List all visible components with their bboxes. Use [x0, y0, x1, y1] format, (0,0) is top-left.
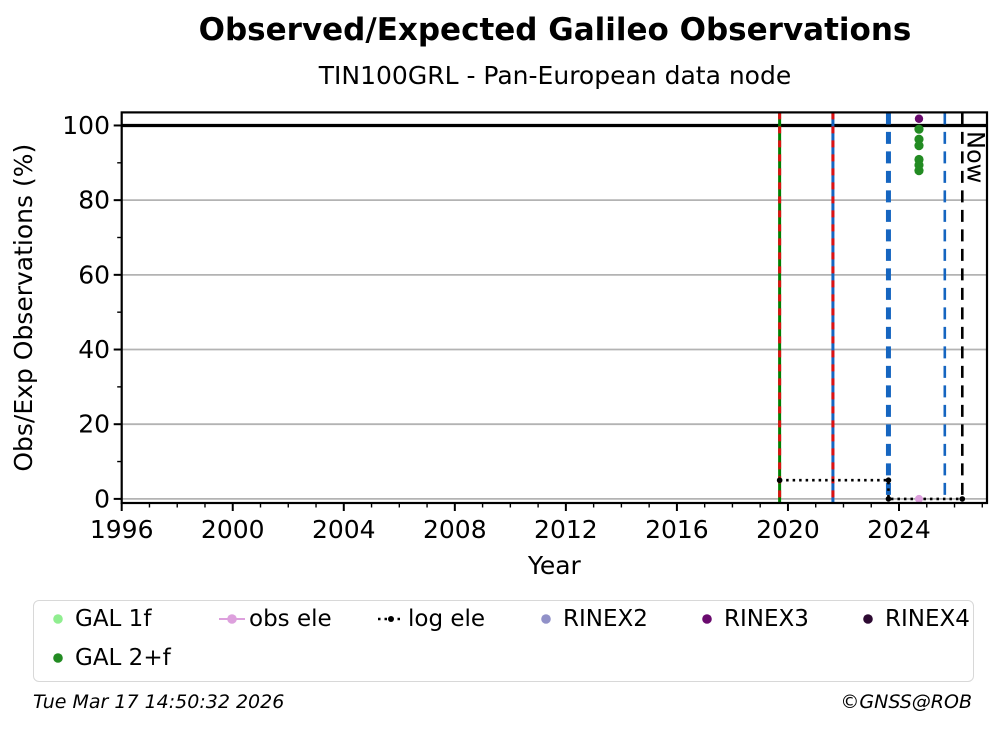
legend-item-label: RINEX2 — [563, 606, 648, 632]
legend-item-label: RINEX3 — [724, 606, 809, 632]
legend-item-rinex4: RINEX4 — [851, 605, 970, 633]
y-tick-label: 40 — [78, 335, 110, 364]
x-ticks — [120, 503, 983, 511]
y-tick-labels: 0 20 40 60 80 100 — [62, 111, 110, 513]
y-tick-label: 0 — [94, 484, 110, 513]
svg-text:Year: Year — [527, 551, 582, 580]
y-tick-label: 100 — [62, 111, 110, 140]
legend-item-log-ele: log ele — [374, 605, 485, 633]
x-tick-label: 2000 — [201, 515, 265, 544]
x-tick-label: 2024 — [867, 515, 931, 544]
y-tick-label: 20 — [78, 410, 110, 439]
legend-item-obs-ele: obs ele — [215, 605, 332, 633]
chart-subtitle: TIN100GRL - Pan-European data node — [318, 61, 792, 90]
y-ticks — [113, 124, 122, 500]
legend-item-label: log ele — [408, 606, 486, 632]
legend-item-label: GAL 1f — [75, 606, 152, 632]
x-tick-label: 2004 — [312, 515, 376, 544]
event-vlines — [778, 112, 964, 503]
axes-spines — [120, 111, 989, 505]
y-tick-label: 80 — [78, 186, 110, 215]
now-label: Now — [961, 131, 989, 183]
line-marker-icon — [378, 616, 404, 622]
legend-item-rinex2: RINEX2 — [529, 605, 648, 633]
series-log-ele — [776, 477, 966, 502]
x-tick-label: 2016 — [645, 515, 709, 544]
legend-item-gal-2-f: GAL 2+f — [41, 644, 171, 672]
x-tick-label: 2020 — [756, 515, 820, 544]
plot-canvas: 1996 2000 2004 2008 2012 2016 2020 2024 0 20 40 60 8… — [9, 111, 989, 580]
series-obs-ele — [914, 494, 923, 503]
chart-title: Observed/Expected Galileo Observations — [198, 12, 912, 48]
x-tick-label: 1996 — [90, 515, 154, 544]
legend-item-label: obs ele — [249, 606, 332, 632]
footer-copyright: ©GNSS@ROB — [840, 691, 972, 713]
footer-timestamp: Tue Mar 17 14:50:32 2026 — [33, 691, 285, 713]
x-tick-label: 2008 — [423, 515, 487, 544]
dot-marker-icon — [53, 614, 63, 624]
dot-marker-icon — [863, 614, 873, 624]
legend-item-label: RINEX4 — [885, 606, 970, 632]
x-axis-label: Year — [527, 551, 582, 580]
legend-item-label: GAL 2+f — [75, 645, 171, 671]
dot-marker-icon — [53, 653, 63, 663]
legend-item-gal-1f: GAL 1f — [41, 605, 151, 633]
svg-text:Obs/Exp Observations (%): Obs/Exp Observations (%) — [9, 144, 38, 472]
now-annotation: Now — [961, 131, 989, 183]
dot-marker-icon — [541, 614, 551, 624]
series-gal-2-f — [914, 124, 924, 176]
series-rinex3 — [914, 114, 924, 123]
x-tick-labels: 1996 2000 2004 2008 2012 2016 2020 2024 — [90, 515, 931, 544]
line-marker-icon — [219, 614, 245, 624]
x-tick-label: 2012 — [534, 515, 598, 544]
y-axis-label: Obs/Exp Observations (%) — [9, 144, 38, 472]
legend-item-rinex3: RINEX3 — [690, 605, 809, 633]
gridlines — [121, 199, 987, 500]
legend: GAL 1f obs ele log ele RINEX2 RINEX3 RINEX4 GA… — [33, 600, 974, 682]
y-tick-label: 60 — [78, 260, 110, 289]
dot-marker-icon — [702, 614, 712, 624]
